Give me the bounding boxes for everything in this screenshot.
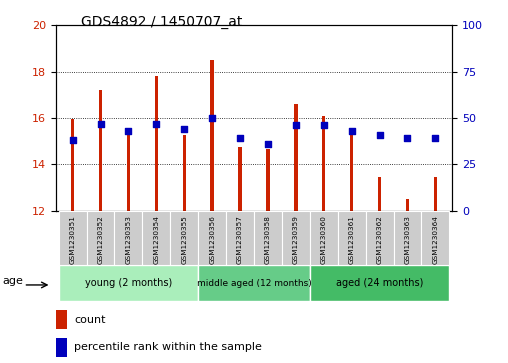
Bar [338, 211, 366, 265]
Bar [58, 265, 198, 301]
Point [208, 115, 216, 121]
Text: count: count [74, 315, 105, 325]
Text: GSM1230362: GSM1230362 [376, 215, 383, 264]
Text: GSM1230363: GSM1230363 [404, 215, 410, 264]
Bar [366, 211, 394, 265]
Point [124, 128, 133, 134]
Bar [198, 265, 310, 301]
Text: GDS4892 / 1450707_at: GDS4892 / 1450707_at [81, 15, 243, 29]
Point [375, 132, 384, 138]
Bar [170, 211, 198, 265]
Bar [71, 119, 74, 211]
Text: age: age [3, 276, 24, 286]
Point [152, 121, 161, 126]
Bar [226, 211, 254, 265]
Text: GSM1230361: GSM1230361 [348, 215, 355, 264]
Bar [378, 177, 381, 211]
Text: GSM1230359: GSM1230359 [293, 215, 299, 264]
Bar [99, 90, 102, 211]
Point [97, 121, 105, 126]
Bar [394, 211, 422, 265]
Text: GSM1230364: GSM1230364 [432, 215, 438, 264]
Bar [350, 135, 354, 211]
Point [320, 122, 328, 128]
Text: percentile rank within the sample: percentile rank within the sample [74, 342, 262, 352]
Bar [294, 104, 298, 211]
Text: GSM1230355: GSM1230355 [181, 215, 187, 264]
Text: aged (24 months): aged (24 months) [336, 278, 423, 288]
Bar [254, 211, 282, 265]
Bar [310, 211, 338, 265]
Bar [86, 211, 114, 265]
Text: middle aged (12 months): middle aged (12 months) [197, 279, 311, 287]
Point [264, 141, 272, 147]
Text: GSM1230356: GSM1230356 [209, 215, 215, 264]
Point [347, 128, 356, 134]
Text: young (2 months): young (2 months) [85, 278, 172, 288]
Bar [434, 177, 437, 211]
Bar [58, 211, 86, 265]
Bar [422, 211, 450, 265]
Bar [142, 211, 170, 265]
Bar [406, 199, 409, 211]
Bar [127, 135, 130, 211]
Bar [266, 149, 270, 211]
Bar [238, 147, 242, 211]
Point [431, 135, 439, 141]
Bar [210, 60, 214, 211]
Text: GSM1230357: GSM1230357 [237, 215, 243, 264]
Bar [154, 76, 158, 211]
Text: GSM1230354: GSM1230354 [153, 215, 160, 264]
Point [403, 135, 411, 141]
Bar [114, 211, 142, 265]
Bar [282, 211, 310, 265]
Text: GSM1230353: GSM1230353 [125, 215, 132, 264]
Bar [56, 310, 68, 330]
Point [69, 137, 77, 143]
Bar [182, 135, 186, 211]
Text: GSM1230358: GSM1230358 [265, 215, 271, 264]
Text: GSM1230360: GSM1230360 [321, 215, 327, 264]
Point [236, 135, 244, 141]
Bar [322, 116, 326, 211]
Point [292, 122, 300, 128]
Text: GSM1230352: GSM1230352 [98, 215, 104, 264]
Point [180, 126, 188, 132]
Bar [56, 338, 68, 356]
Bar [198, 211, 226, 265]
Text: GSM1230351: GSM1230351 [70, 215, 76, 264]
Bar [310, 265, 450, 301]
